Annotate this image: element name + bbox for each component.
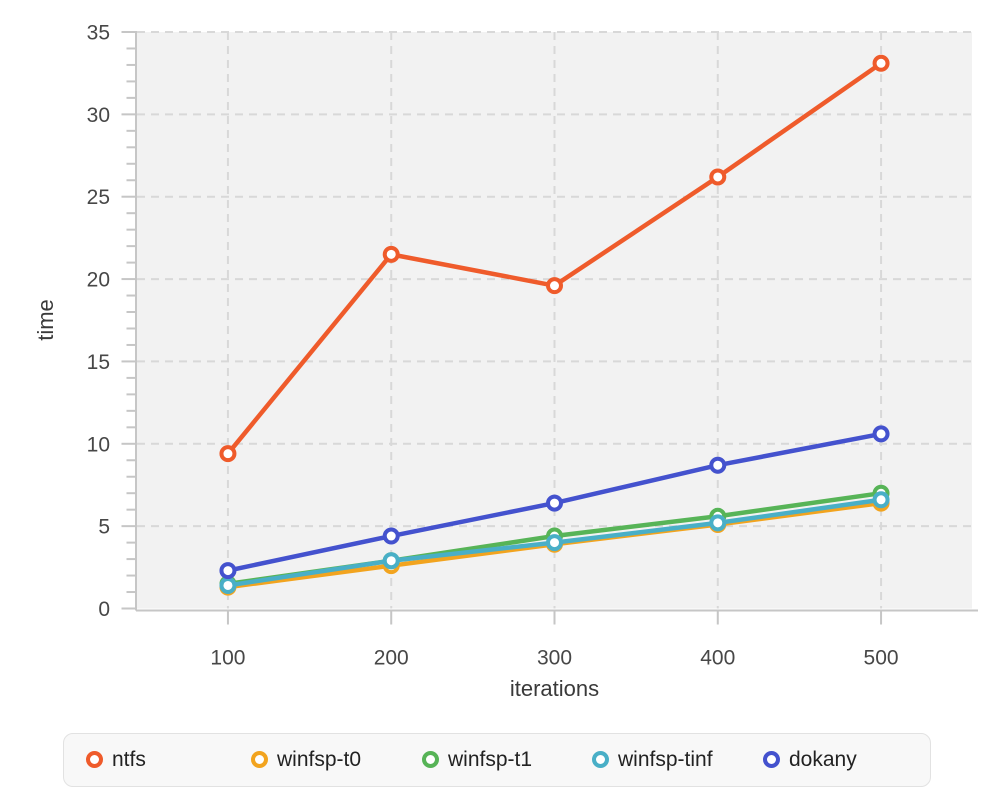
y-tick-label: 30 [87, 104, 110, 127]
y-tick-label: 25 [87, 186, 110, 209]
y-axis-title: time [33, 299, 58, 341]
data-point-winfsp-tinf-100 [219, 576, 237, 594]
data-point-dokany-300 [546, 494, 563, 512]
y-tick-label: 35 [87, 22, 110, 45]
data-point-winfsp-tinf-300 [546, 534, 563, 552]
data-point-ntfs-100 [219, 445, 237, 463]
legend-label: winfsp-t0 [277, 747, 362, 771]
data-point-dokany-500 [872, 425, 890, 443]
dokany-marker-icon [763, 751, 780, 768]
legend-item-dokany[interactable]: dokany [763, 734, 857, 785]
legend-item-winfsp-t0[interactable]: winfsp-t0 [251, 734, 361, 785]
legend-item-winfsp-tinf[interactable]: winfsp-tinf [592, 734, 713, 785]
data-point-dokany-200 [382, 527, 400, 545]
data-point-ntfs-300 [546, 277, 563, 295]
winfsp-tinf-marker-icon [592, 751, 609, 768]
legend-label: winfsp-tinf [618, 747, 713, 771]
winfsp-t1-marker-icon [422, 751, 439, 768]
legend-label: ntfs [112, 747, 146, 771]
legend-item-ntfs[interactable]: ntfs [86, 734, 146, 785]
x-tick-label: 500 [864, 647, 899, 670]
data-point-dokany-100 [219, 562, 237, 580]
legend-item-winfsp-t1[interactable]: winfsp-t1 [422, 734, 532, 785]
y-tick-label: 15 [87, 351, 110, 374]
chart-canvas: 0 5 10 15 20 25 30 35 100 200 300 400 500 [87, 22, 978, 670]
data-point-winfsp-tinf-500 [872, 491, 890, 509]
x-axis-title: iterations [509, 676, 600, 701]
x-tick-label: 400 [700, 647, 735, 670]
data-point-ntfs-500 [872, 54, 890, 72]
y-tick-label: 5 [98, 516, 110, 539]
y-tick-label: 20 [87, 269, 110, 292]
y-tick-label: 10 [87, 433, 110, 456]
legend-label: winfsp-t1 [448, 747, 533, 771]
data-point-winfsp-tinf-400 [709, 514, 727, 532]
x-tick-label: 200 [374, 647, 409, 670]
chart-legend: ntfs winfsp-t0 winfsp-t1 winfsp-tinf dok… [63, 733, 931, 787]
legend-label: dokany [789, 747, 857, 771]
ntfs-marker-icon [86, 751, 103, 768]
data-point-ntfs-400 [709, 168, 727, 186]
data-point-winfsp-tinf-200 [382, 552, 400, 570]
data-point-dokany-400 [709, 456, 727, 474]
x-tick-label: 100 [210, 647, 245, 670]
x-tick-label: 300 [537, 647, 572, 670]
data-point-ntfs-200 [382, 245, 400, 263]
y-tick-label: 0 [98, 598, 110, 621]
winfsp-t0-marker-icon [251, 751, 268, 768]
